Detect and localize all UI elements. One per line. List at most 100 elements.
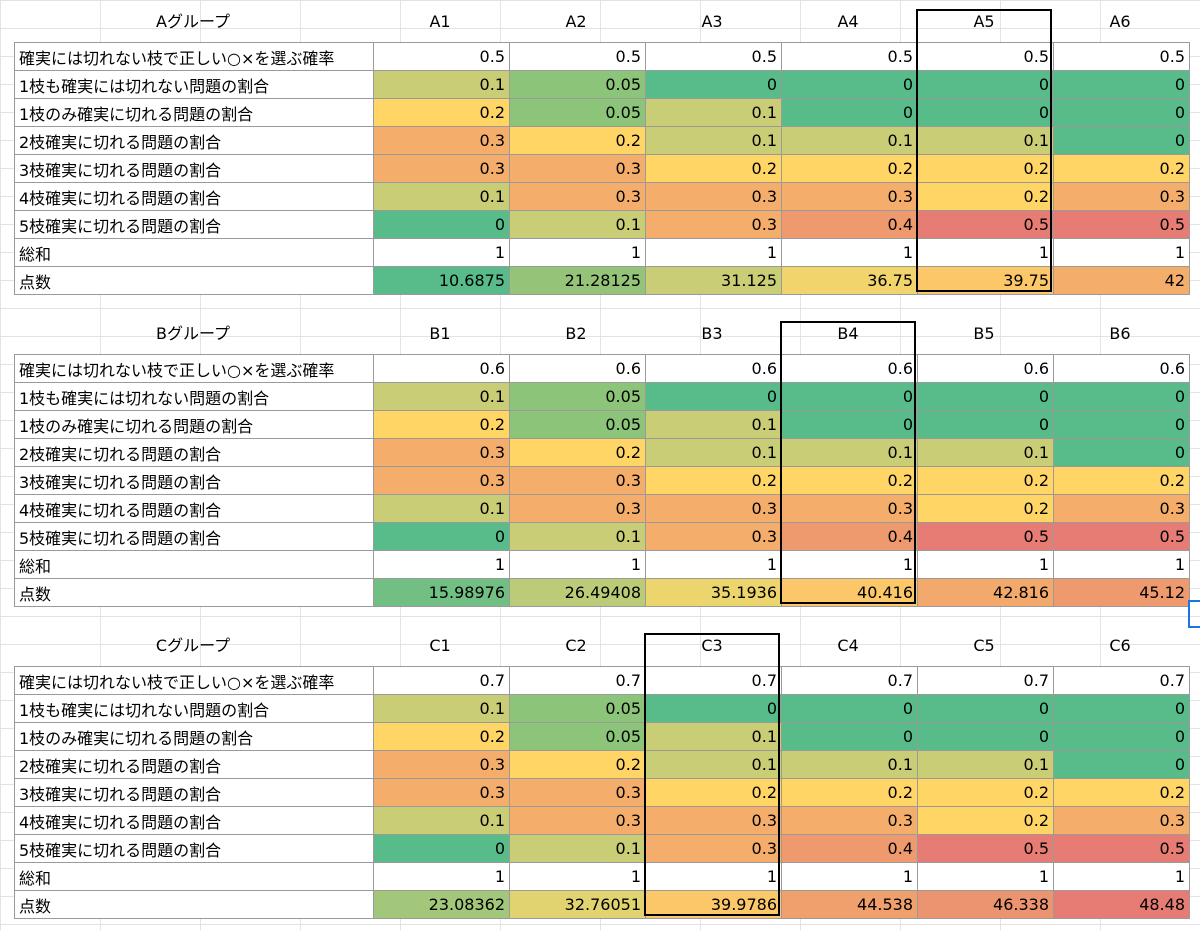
column-header[interactable]: B6	[1109, 324, 1131, 343]
value-cell[interactable]: 0	[1053, 438, 1190, 467]
value-cell[interactable]: 0.7	[1053, 666, 1190, 695]
value-cell[interactable]: 0.2	[917, 778, 1054, 807]
value-cell[interactable]: 1	[509, 550, 646, 579]
value-cell[interactable]: 0.5	[917, 834, 1054, 863]
value-cell[interactable]: 0.1	[917, 438, 1054, 467]
value-cell[interactable]: 48.48	[1053, 890, 1190, 919]
row-label[interactable]: 5枝確実に切れる問題の割合	[14, 522, 374, 551]
value-cell[interactable]: 0.3	[509, 466, 646, 495]
value-cell[interactable]: 0.3	[781, 806, 918, 835]
value-cell[interactable]: 36.75	[781, 266, 918, 295]
value-cell[interactable]: 0.1	[917, 750, 1054, 779]
value-cell[interactable]: 0	[373, 522, 510, 551]
value-cell[interactable]: 0	[781, 410, 918, 439]
value-cell[interactable]: 0.5	[1053, 522, 1190, 551]
value-cell[interactable]: 0.2	[373, 722, 510, 751]
value-cell[interactable]: 0.5	[373, 42, 510, 71]
value-cell[interactable]: 0.4	[781, 522, 918, 551]
column-header[interactable]: A4	[837, 12, 859, 31]
value-cell[interactable]: 0	[1053, 750, 1190, 779]
row-label[interactable]: 総和	[14, 862, 374, 891]
value-cell[interactable]: 0	[917, 70, 1054, 99]
value-cell[interactable]: 0.3	[373, 778, 510, 807]
value-cell[interactable]: 0.2	[373, 410, 510, 439]
row-label[interactable]: 3枝確実に切れる問題の割合	[14, 154, 374, 183]
column-header[interactable]: B1	[429, 324, 451, 343]
value-cell[interactable]: 0.1	[509, 210, 646, 239]
value-cell[interactable]: 1	[917, 862, 1054, 891]
value-cell[interactable]: 0.3	[373, 466, 510, 495]
value-cell[interactable]: 45.12	[1053, 578, 1190, 607]
value-cell[interactable]: 0.2	[917, 806, 1054, 835]
value-cell[interactable]: 0.5	[781, 42, 918, 71]
value-cell[interactable]: 0.3	[509, 806, 646, 835]
value-cell[interactable]: 1	[373, 862, 510, 891]
value-cell[interactable]: 0	[781, 70, 918, 99]
row-label[interactable]: 2枝確実に切れる問題の割合	[14, 126, 374, 155]
value-cell[interactable]: 0.5	[917, 522, 1054, 551]
value-cell[interactable]: 0.2	[1053, 154, 1190, 183]
row-label[interactable]: 2枝確実に切れる問題の割合	[14, 438, 374, 467]
row-label[interactable]: 1枝も確実には切れない問題の割合	[14, 70, 374, 99]
column-header[interactable]: C6	[1109, 636, 1131, 655]
value-cell[interactable]: 0.2	[917, 182, 1054, 211]
row-label[interactable]: 点数	[14, 266, 374, 295]
value-cell[interactable]: 0.7	[917, 666, 1054, 695]
value-cell[interactable]: 0.1	[781, 750, 918, 779]
value-cell[interactable]: 1	[645, 238, 782, 267]
value-cell[interactable]: 0.7	[781, 666, 918, 695]
value-cell[interactable]: 0.3	[509, 778, 646, 807]
column-header[interactable]: B4	[837, 324, 859, 343]
column-header[interactable]: C5	[973, 636, 995, 655]
row-label[interactable]: 1枝のみ確実に切れる問題の割合	[14, 722, 374, 751]
row-label[interactable]: 総和	[14, 550, 374, 579]
value-cell[interactable]: 23.08362	[373, 890, 510, 919]
value-cell[interactable]: 0.6	[781, 354, 918, 383]
row-label[interactable]: 確実には切れない枝で正しい○×を選ぶ確率	[14, 354, 374, 383]
row-label[interactable]: 5枝確実に切れる問題の割合	[14, 210, 374, 239]
value-cell[interactable]: 0.3	[509, 182, 646, 211]
row-label[interactable]: 点数	[14, 890, 374, 919]
value-cell[interactable]: 0	[1053, 70, 1190, 99]
row-label[interactable]: 確実には切れない枝で正しい○×を選ぶ確率	[14, 666, 374, 695]
value-cell[interactable]: 0.1	[373, 382, 510, 411]
value-cell[interactable]: 0.05	[509, 722, 646, 751]
value-cell[interactable]: 0.05	[509, 694, 646, 723]
value-cell[interactable]: 1	[781, 238, 918, 267]
row-label[interactable]: 1枝も確実には切れない問題の割合	[14, 382, 374, 411]
value-cell[interactable]: 0.1	[373, 694, 510, 723]
row-label[interactable]: 総和	[14, 238, 374, 267]
value-cell[interactable]: 0.1	[781, 126, 918, 155]
value-cell[interactable]: 0.2	[1053, 466, 1190, 495]
value-cell[interactable]: 0.1	[509, 522, 646, 551]
row-label[interactable]: 1枝も確実には切れない問題の割合	[14, 694, 374, 723]
column-header[interactable]: A1	[429, 12, 451, 31]
value-cell[interactable]: 42.816	[917, 578, 1054, 607]
value-cell[interactable]: 0.3	[373, 750, 510, 779]
value-cell[interactable]: 0.2	[917, 154, 1054, 183]
row-label[interactable]: 3枝確実に切れる問題の割合	[14, 778, 374, 807]
row-label[interactable]: 2枝確実に切れる問題の割合	[14, 750, 374, 779]
value-cell[interactable]: 0	[781, 694, 918, 723]
value-cell[interactable]: 0.6	[509, 354, 646, 383]
value-cell[interactable]: 0.3	[781, 182, 918, 211]
value-cell[interactable]: 0	[781, 722, 918, 751]
value-cell[interactable]: 0.2	[509, 126, 646, 155]
value-cell[interactable]: 1	[509, 862, 646, 891]
value-cell[interactable]: 0.1	[645, 438, 782, 467]
value-cell[interactable]: 0.5	[1053, 42, 1190, 71]
value-cell[interactable]: 39.75	[917, 266, 1054, 295]
value-cell[interactable]: 0.5	[645, 42, 782, 71]
value-cell[interactable]: 0.1	[645, 126, 782, 155]
value-cell[interactable]: 10.6875	[373, 266, 510, 295]
value-cell[interactable]: 0.6	[1053, 354, 1190, 383]
value-cell[interactable]: 0	[1053, 382, 1190, 411]
group-title[interactable]: Aグループ	[156, 12, 230, 31]
value-cell[interactable]: 0.7	[373, 666, 510, 695]
value-cell[interactable]: 0.3	[373, 126, 510, 155]
value-cell[interactable]: 0.3	[1053, 182, 1190, 211]
value-cell[interactable]: 0.3	[373, 154, 510, 183]
value-cell[interactable]: 0.4	[781, 834, 918, 863]
value-cell[interactable]: 0.6	[917, 354, 1054, 383]
value-cell[interactable]: 0.3	[781, 494, 918, 523]
